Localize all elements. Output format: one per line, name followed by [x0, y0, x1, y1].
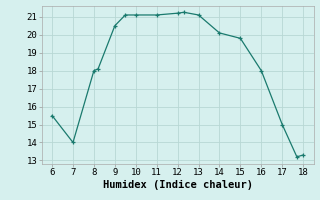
X-axis label: Humidex (Indice chaleur): Humidex (Indice chaleur) — [103, 180, 252, 190]
